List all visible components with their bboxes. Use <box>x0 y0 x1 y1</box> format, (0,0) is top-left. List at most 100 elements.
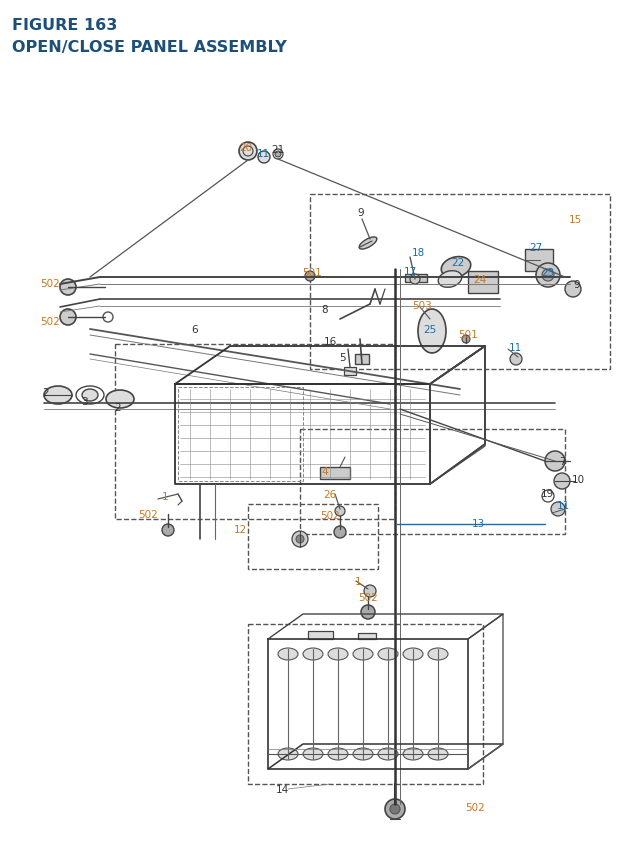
Ellipse shape <box>359 238 377 250</box>
Circle shape <box>536 263 560 288</box>
Text: 9: 9 <box>358 208 364 218</box>
Text: 6: 6 <box>192 325 198 335</box>
Text: 21: 21 <box>271 145 285 155</box>
Text: 503: 503 <box>412 300 432 311</box>
Text: 8: 8 <box>322 305 328 314</box>
Ellipse shape <box>353 648 373 660</box>
Text: 3: 3 <box>81 397 87 406</box>
FancyBboxPatch shape <box>358 633 376 639</box>
Circle shape <box>390 804 400 814</box>
Circle shape <box>305 272 315 282</box>
Circle shape <box>296 536 304 543</box>
FancyBboxPatch shape <box>320 468 350 480</box>
Text: 27: 27 <box>529 243 543 253</box>
Circle shape <box>60 310 76 325</box>
Circle shape <box>243 147 253 157</box>
Ellipse shape <box>403 648 423 660</box>
Bar <box>248 624 483 784</box>
Text: 23: 23 <box>541 268 555 278</box>
Circle shape <box>410 275 420 285</box>
FancyBboxPatch shape <box>355 355 369 364</box>
Ellipse shape <box>44 387 72 405</box>
Text: 11: 11 <box>257 149 269 158</box>
Circle shape <box>275 152 281 158</box>
Text: FIGURE 163: FIGURE 163 <box>12 18 117 33</box>
Text: 501: 501 <box>458 330 478 339</box>
Circle shape <box>385 799 405 819</box>
Circle shape <box>424 312 436 324</box>
Text: 502: 502 <box>358 592 378 603</box>
Text: 24: 24 <box>474 275 486 285</box>
Text: 25: 25 <box>424 325 436 335</box>
Ellipse shape <box>418 310 446 354</box>
Text: 10: 10 <box>572 474 584 485</box>
Circle shape <box>565 282 581 298</box>
Ellipse shape <box>438 271 462 288</box>
Text: 17: 17 <box>403 267 417 276</box>
Text: 14: 14 <box>275 784 289 794</box>
Text: OPEN/CLOSE PANEL ASSEMBLY: OPEN/CLOSE PANEL ASSEMBLY <box>12 40 287 55</box>
Text: 9: 9 <box>573 280 580 289</box>
Bar <box>115 344 395 519</box>
FancyBboxPatch shape <box>405 275 427 282</box>
Ellipse shape <box>278 748 298 760</box>
Text: 11: 11 <box>508 343 522 353</box>
Ellipse shape <box>428 648 448 660</box>
Bar <box>310 195 610 369</box>
Ellipse shape <box>353 748 373 760</box>
Ellipse shape <box>106 391 134 408</box>
Ellipse shape <box>442 257 470 278</box>
Ellipse shape <box>428 748 448 760</box>
Text: 26: 26 <box>323 489 337 499</box>
FancyBboxPatch shape <box>344 368 356 375</box>
Text: 7: 7 <box>559 456 565 467</box>
Circle shape <box>554 474 570 489</box>
FancyBboxPatch shape <box>308 631 333 639</box>
Circle shape <box>545 451 565 472</box>
Bar <box>248 505 378 569</box>
Circle shape <box>510 354 522 366</box>
Text: 502: 502 <box>320 511 340 520</box>
Circle shape <box>162 524 174 536</box>
Ellipse shape <box>403 748 423 760</box>
Ellipse shape <box>303 648 323 660</box>
Text: 5: 5 <box>339 353 346 362</box>
Circle shape <box>361 605 375 619</box>
Ellipse shape <box>378 648 398 660</box>
Text: 502: 502 <box>138 510 158 519</box>
FancyBboxPatch shape <box>525 250 553 272</box>
Ellipse shape <box>82 389 98 401</box>
Text: 502: 502 <box>40 317 60 326</box>
Ellipse shape <box>328 748 348 760</box>
Bar <box>300 430 565 535</box>
Text: 4: 4 <box>322 467 328 476</box>
Ellipse shape <box>328 648 348 660</box>
Circle shape <box>542 269 554 282</box>
Circle shape <box>364 585 376 598</box>
Ellipse shape <box>303 748 323 760</box>
Text: 501: 501 <box>302 268 322 278</box>
Circle shape <box>239 143 257 161</box>
Text: 13: 13 <box>472 518 484 529</box>
Text: 502: 502 <box>465 802 485 812</box>
Ellipse shape <box>378 748 398 760</box>
Text: 11: 11 <box>556 500 570 511</box>
Text: 16: 16 <box>323 337 337 347</box>
Text: 18: 18 <box>412 248 424 257</box>
Circle shape <box>258 152 270 164</box>
Text: 19: 19 <box>540 488 554 499</box>
Text: 502: 502 <box>40 279 60 288</box>
Text: 1: 1 <box>355 576 362 586</box>
Circle shape <box>335 506 345 517</box>
Text: 2: 2 <box>43 387 49 398</box>
Text: 15: 15 <box>568 214 582 225</box>
FancyBboxPatch shape <box>468 272 498 294</box>
Bar <box>178 387 303 481</box>
Text: 20: 20 <box>239 143 253 152</box>
Text: 1: 1 <box>162 492 168 501</box>
Text: 22: 22 <box>451 257 465 268</box>
Circle shape <box>462 336 470 344</box>
Text: 2: 2 <box>115 403 122 412</box>
Text: 12: 12 <box>234 524 246 535</box>
Circle shape <box>551 503 565 517</box>
